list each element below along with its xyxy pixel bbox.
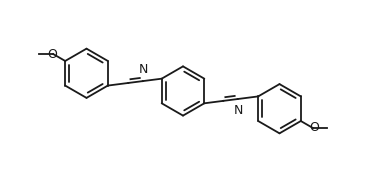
Text: O: O [309, 121, 319, 134]
Text: N: N [139, 63, 149, 76]
Text: N: N [234, 104, 243, 117]
Text: O: O [47, 48, 57, 61]
